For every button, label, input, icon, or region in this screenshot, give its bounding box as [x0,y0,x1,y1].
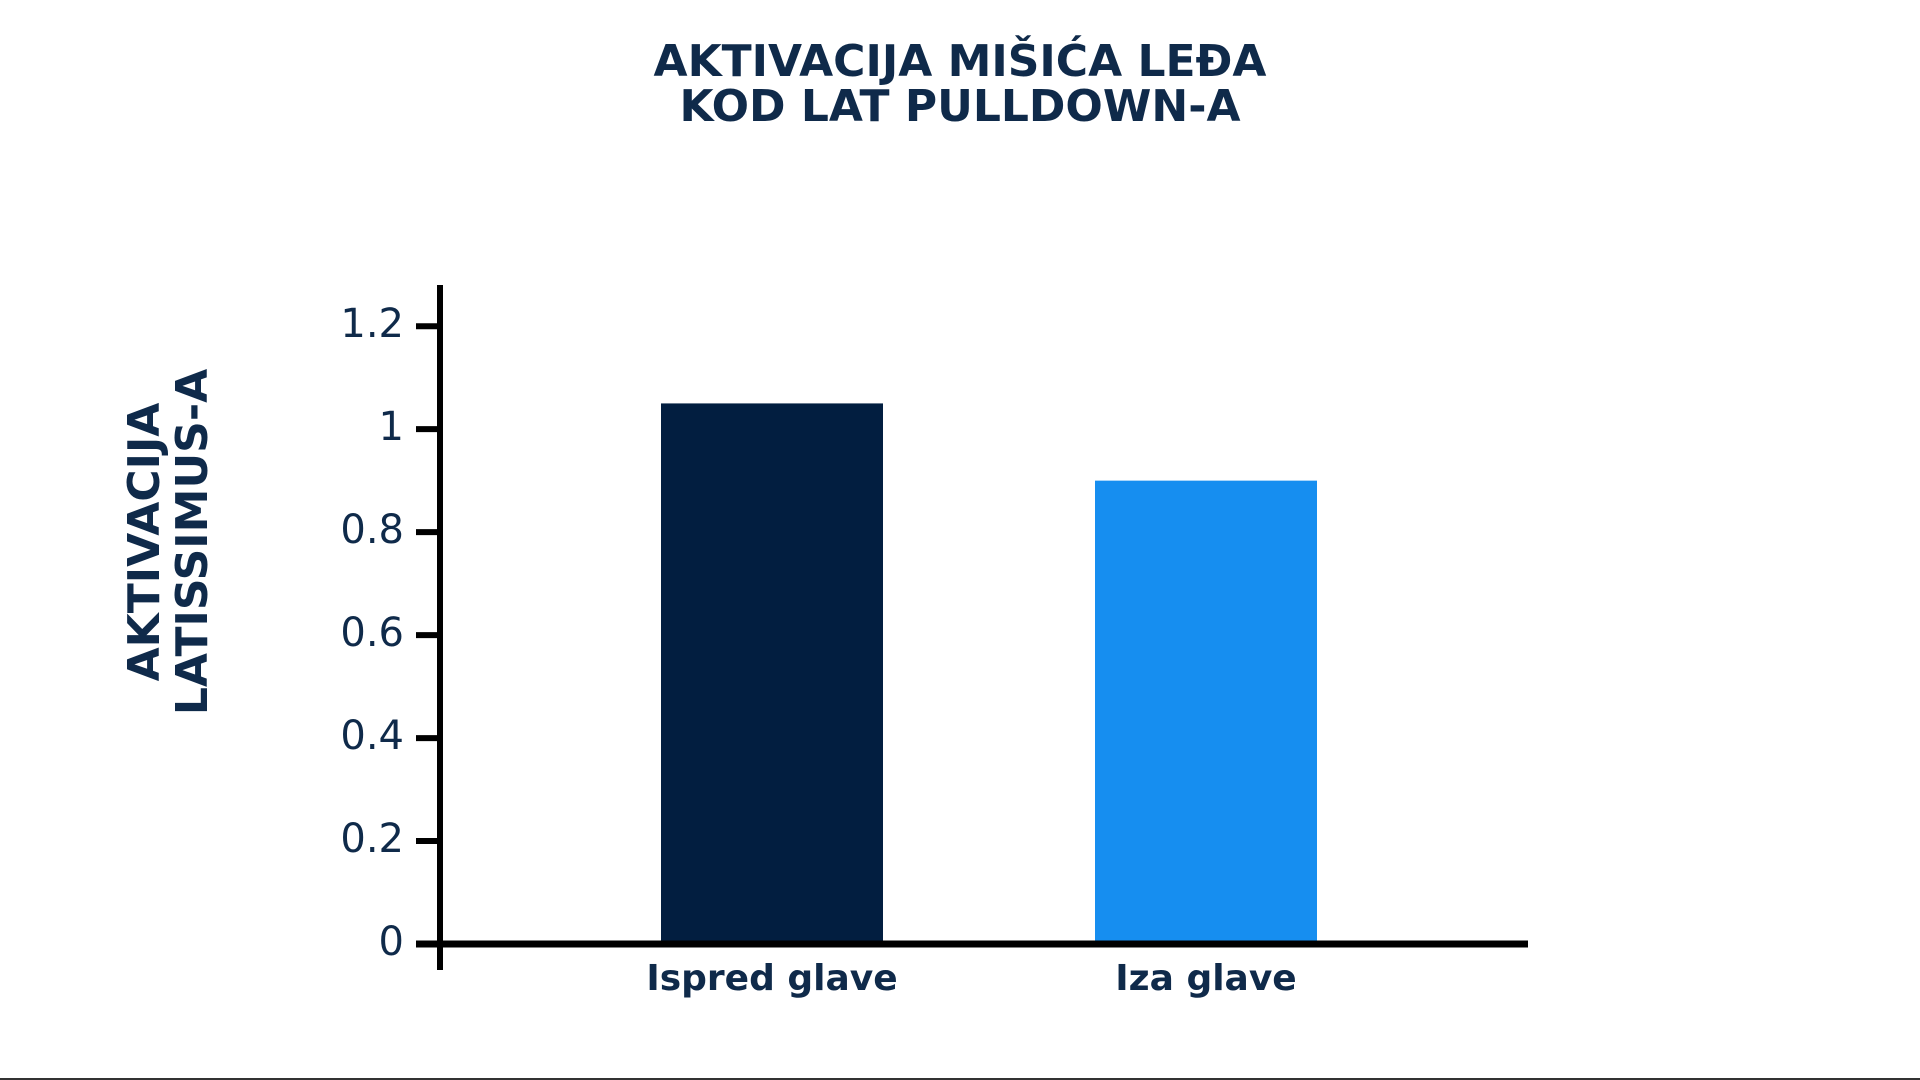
y-tick-label: 0.6 [340,610,404,656]
y-axis-title-line: AKTIVACIJA [119,403,170,682]
x-tick-label: Iza glave [1115,958,1296,999]
y-tick-label: 1.2 [340,301,404,347]
chart-title: AKTIVACIJA MIŠIĆA LEĐA [654,34,1267,87]
y-tick-label: 0.2 [340,816,404,862]
y-axis-title: AKTIVACIJA LATISSIMUS-A [119,369,218,715]
x-tick-label: Ispred glave [646,958,897,999]
bar [1095,480,1317,944]
chart-title: KOD LAT PULLDOWN-A [679,81,1240,132]
y-tick-label: 0.4 [340,713,404,759]
y-tick-label: 1 [379,404,404,450]
bar [661,403,883,944]
y-tick-label: 0.8 [340,507,404,553]
y-axis-title-line: LATISSIMUS-A [167,369,218,715]
y-tick-label: 0 [379,919,404,965]
